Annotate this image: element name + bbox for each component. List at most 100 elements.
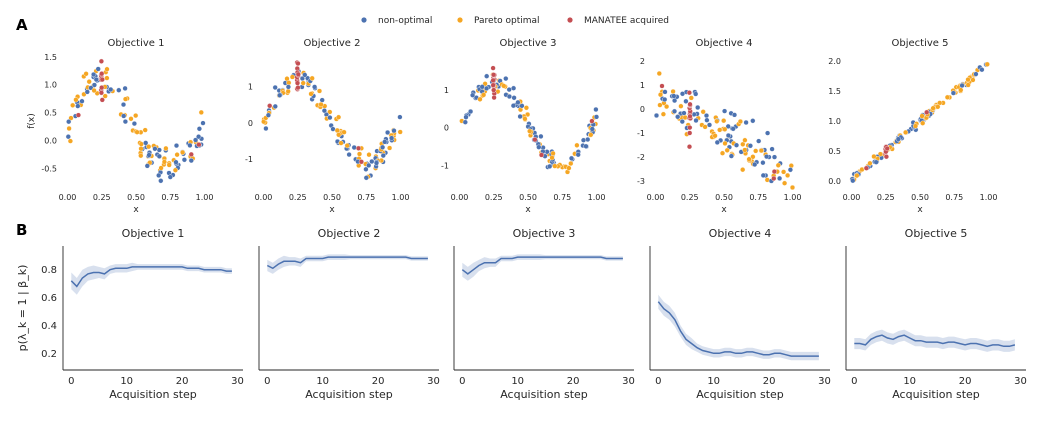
scatter-point [721,108,728,114]
acquired-point [188,151,194,158]
scatter-point [771,154,778,160]
scatter-point [366,152,372,158]
line-title: Objective 4 [709,227,772,240]
x-axis-label: Acquisition step [892,388,980,401]
acquired-point [687,101,693,107]
scatter-point [174,152,180,158]
acquired-point [99,97,105,103]
scatter-point [769,146,775,152]
scatter-point [86,79,92,85]
line-title: Objective 5 [905,227,968,240]
y-tick-label: 1 [248,83,253,92]
scatter-point [657,102,663,108]
scatter-panel-2: Objective 2 0.00 0.25 0.50 0.75 1.00 -1 0 1 x [245,38,409,215]
scatter-point [387,145,393,151]
scatter-point [327,114,333,121]
scatter-point [152,146,158,152]
scatter-point [366,162,372,169]
scatter-title: Objective 4 [696,38,753,49]
scatter-point [104,75,110,81]
scatter-point [468,108,474,115]
acquired-point [491,72,497,78]
acquired-point [884,145,890,152]
scatter-point [484,73,490,79]
scatter-point [75,103,81,109]
scatter-point [309,75,315,81]
scatter-point [717,127,723,133]
line-panel-5: Objective 5 0 10 20 30 Acquisition step [845,227,1027,401]
scatter-point [760,172,766,179]
scatter-point [506,93,513,100]
acquired-point [771,175,777,182]
scatter-title: Objective 2 [304,38,361,49]
scatter-point [156,147,162,153]
scatter-point [574,142,580,148]
y-tick-label: 0.5 [44,109,57,118]
scatter-point [397,114,403,120]
acquired-point [686,144,693,150]
acquired-point [490,82,496,88]
scatter-point [984,61,990,67]
scatter-point [854,173,860,179]
scatter-point [871,153,877,160]
scatter-point [663,103,670,110]
scatter-point [503,75,509,82]
scatter-point [583,143,589,149]
scatter-point [656,70,662,77]
scatter-point [277,92,283,98]
legend-label-pareto-optimal: Pareto optimal [474,16,540,26]
scatter-point [522,116,528,122]
scatter-point [380,153,386,159]
scatter-point [93,76,99,83]
scatter-point [712,133,718,139]
scatter-point [965,82,971,88]
scatter-point [944,94,951,100]
x-tick-label: 0.75 [553,193,571,202]
scatter-point [714,118,720,124]
acquired-point [98,90,105,96]
scatter-point [781,180,788,186]
scatter-point [552,163,558,169]
x-tick-label: 1.00 [196,193,214,202]
acquired-point [99,76,105,83]
scatter-point [743,119,749,126]
x-tick-label: 30 [1014,376,1027,387]
scatter-point [336,132,342,138]
scatter-point [300,80,306,86]
line-panel-4: Objective 4 0 10 20 30 Acquisition step [649,227,831,401]
scatter-point [285,84,292,90]
scatter-point [681,110,687,116]
acquired-point [538,152,545,158]
x-tick-label: 0.25 [681,193,699,202]
x-tick-label: 0 [68,376,74,387]
scatter-point [66,119,72,125]
x-tick-label: 10 [511,376,524,387]
scatter-point [302,72,308,78]
scatter-point [789,184,796,191]
scatter-point [973,71,979,77]
scatter-point [653,112,660,119]
scatter-point [173,143,180,149]
scatter-point [728,153,735,159]
scatter-point [198,109,204,116]
scatter-point [272,84,278,91]
scatter-point [265,112,272,118]
confidence-band [854,329,1015,352]
scatter-point [79,98,85,104]
scatter-point [700,109,706,115]
scatter-point [750,154,756,160]
scatter-point [787,167,794,173]
y-tick-label: 0.5 [828,147,841,156]
scatter-point [733,142,740,148]
scatter-point [167,174,173,180]
scatter-point [753,148,759,154]
x-tick-label: 0.25 [289,193,307,202]
x-axis-label: x [133,205,139,215]
scatter-point [308,91,314,97]
scatter-point [850,178,856,184]
x-tick-label: 1.00 [588,193,606,202]
scatter-point [549,155,555,161]
scatter-point [714,139,720,146]
x-tick-label: 0.00 [255,193,273,202]
scatter-point [83,71,89,77]
